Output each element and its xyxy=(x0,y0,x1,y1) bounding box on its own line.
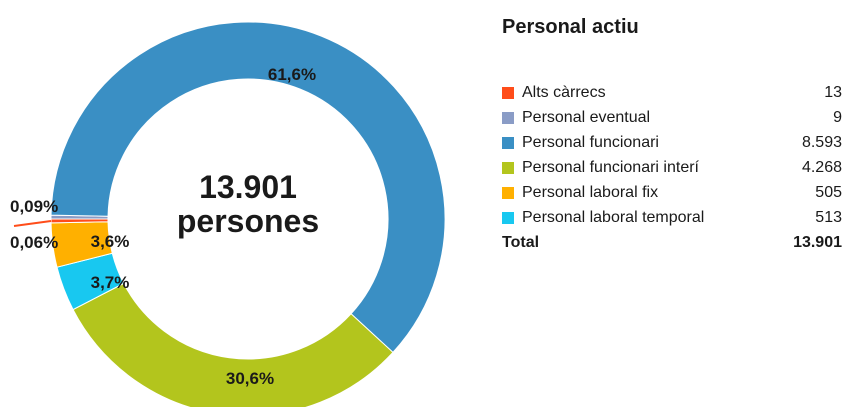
legend-swatch xyxy=(502,211,514,224)
legend-label: Personal funcionari interí xyxy=(522,158,699,176)
legend-value: 4.268 xyxy=(801,158,842,176)
legend-value: 13 xyxy=(824,83,842,101)
legend-value: 513 xyxy=(815,208,842,226)
slice-0 xyxy=(50,218,109,224)
legend-label: Personal eventual xyxy=(522,108,651,126)
legend-swatch xyxy=(502,111,514,124)
slice-label-3: 30,6% xyxy=(226,369,274,388)
legend-swatch xyxy=(502,86,514,99)
slice-labels: 0,09% 0,06% 61,6% 30,6% 3,6% 3,7% xyxy=(10,65,316,388)
donut-chart: 0,09% 0,06% 61,6% 30,6% 3,6% 3,7% 13.901 pers… xyxy=(10,21,446,407)
slice-label-2: 61,6% xyxy=(268,65,316,84)
legend-total-row: Total 13.901 xyxy=(502,230,842,255)
legend-label: Personal laboral temporal xyxy=(522,208,705,226)
legend-label: Alts càrrecs xyxy=(522,83,606,101)
legend-label: Personal laboral fix xyxy=(522,183,659,201)
legend-swatch xyxy=(502,161,514,174)
legend-item: Personal laboral fix 505 xyxy=(502,180,842,205)
legend-total-value: 13.901 xyxy=(793,233,842,251)
legend-value: 9 xyxy=(833,108,842,126)
legend-swatch xyxy=(502,136,514,149)
legend-item: Personal funcionari 8.593 xyxy=(502,130,842,155)
legend-item: Personal laboral temporal 513 xyxy=(502,205,842,230)
slice-label-0: 0,09% xyxy=(10,197,58,216)
slice-label-4: 3,6% xyxy=(91,232,130,251)
center-total-text: 13.901 xyxy=(199,169,297,205)
legend-swatch xyxy=(502,186,514,199)
legend-rows: Alts càrrecs 13 Personal eventual 9 Personal… xyxy=(502,80,842,230)
legend-value: 8.593 xyxy=(801,133,842,151)
legend-total-label: Total xyxy=(502,233,540,251)
leader-line xyxy=(13,219,52,227)
legend-label: Personal funcionari xyxy=(522,133,659,151)
slice-label-5: 3,7% xyxy=(91,273,130,292)
legend: Personal actiu Alts càrrecs 13 Personal ev… xyxy=(502,14,842,255)
slice-label-1: 0,06% xyxy=(10,233,58,252)
legend-value: 505 xyxy=(815,183,842,201)
legend-item: Personal eventual 9 xyxy=(502,105,842,130)
legend-item: Alts càrrecs 13 xyxy=(502,80,842,105)
center-unit-text: persones xyxy=(177,203,319,239)
slice-2 xyxy=(50,21,446,354)
slice-3 xyxy=(72,282,394,407)
chart-title: Personal actiu xyxy=(502,16,639,38)
legend-item: Personal funcionari interí 4.268 xyxy=(502,155,842,180)
